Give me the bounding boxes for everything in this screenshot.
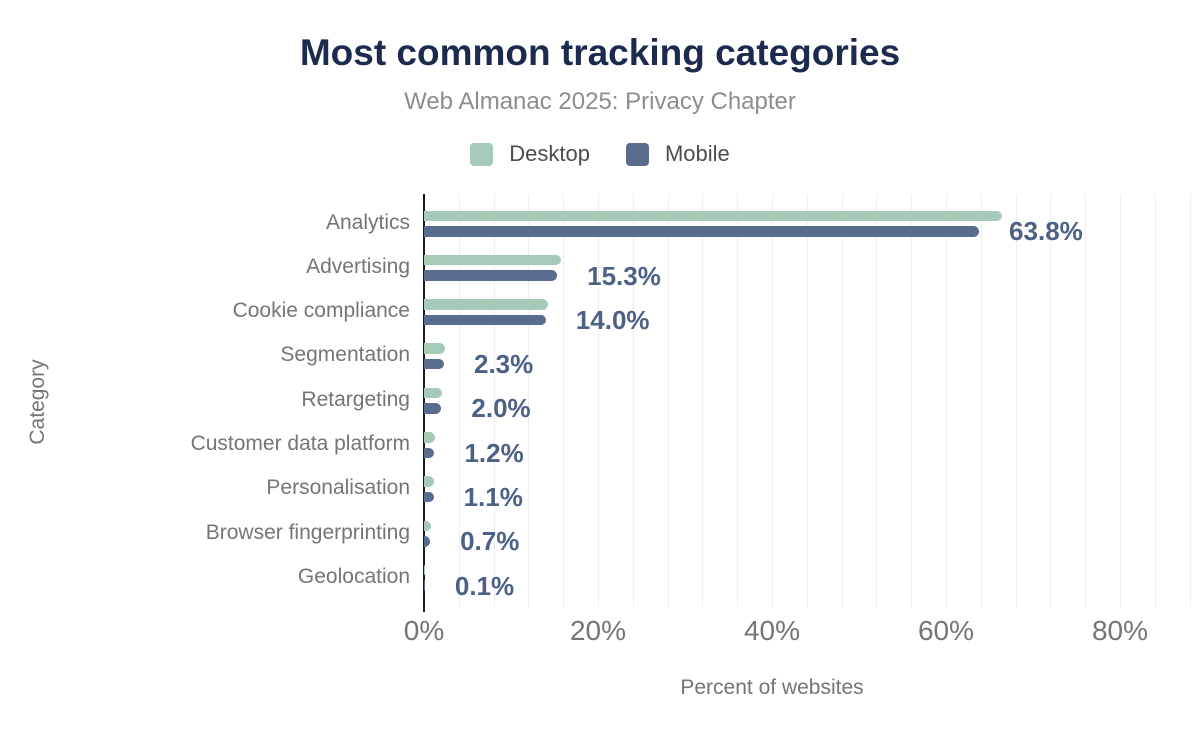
bar-mobile xyxy=(424,403,442,414)
bar-mobile xyxy=(424,226,980,237)
value-label: 1.1% xyxy=(463,482,523,513)
value-label: 1.2% xyxy=(464,437,524,468)
category-label: Geolocation xyxy=(297,564,410,588)
value-label: 63.8% xyxy=(1009,216,1083,247)
gridline xyxy=(980,194,982,607)
gridline xyxy=(1154,194,1156,607)
legend-label: Desktop xyxy=(509,141,590,166)
bar-desktop xyxy=(424,564,425,576)
bar-mobile xyxy=(424,270,558,281)
gridline xyxy=(1189,194,1191,607)
x-tick-label: 0% xyxy=(403,615,445,646)
value-label: 14.0% xyxy=(575,304,650,335)
value-label: 2.0% xyxy=(471,393,531,424)
chart-subtitle: Web Almanac 2025: Privacy Chapter xyxy=(404,88,796,115)
legend-swatch-desktop xyxy=(470,142,494,166)
category-label: Browser fingerprinting xyxy=(205,520,410,544)
bar-desktop xyxy=(424,343,445,354)
gridline xyxy=(946,194,947,607)
chart-title: Most common tracking categories xyxy=(299,32,901,73)
legend-swatch-mobile xyxy=(625,142,649,166)
gridline xyxy=(667,194,669,607)
gridline xyxy=(772,194,773,607)
y-axis-title: Category xyxy=(26,359,49,445)
legend-item-mobile: Mobile xyxy=(625,141,730,167)
gridline xyxy=(1015,194,1017,607)
bar-desktop xyxy=(424,254,562,266)
bar-mobile xyxy=(424,491,434,503)
x-axis-title: Percent of websites xyxy=(680,676,864,699)
gridline xyxy=(806,194,808,607)
gridline xyxy=(563,194,565,607)
category-label: Retargeting xyxy=(301,387,410,411)
legend-item-desktop: Desktop xyxy=(470,141,590,167)
gridline xyxy=(841,194,843,607)
bar-mobile xyxy=(424,580,425,591)
gridline xyxy=(1050,194,1052,607)
bar-mobile xyxy=(424,536,431,547)
category-label: Analytics xyxy=(325,210,410,234)
y-axis-line xyxy=(423,194,425,612)
category-label: Segmentation xyxy=(280,343,410,367)
gridline xyxy=(598,194,599,607)
value-label: 0.7% xyxy=(460,526,520,557)
bar-mobile xyxy=(424,447,435,458)
gridline xyxy=(737,194,739,607)
gridline xyxy=(632,194,634,607)
x-tick-label: 60% xyxy=(917,615,975,646)
gridline xyxy=(1120,194,1121,607)
bar-desktop xyxy=(424,432,436,443)
bar-desktop xyxy=(424,387,443,399)
value-label: 2.3% xyxy=(474,349,534,380)
gridline xyxy=(493,194,495,607)
bar-desktop xyxy=(424,476,435,487)
x-tick-label: 20% xyxy=(569,615,627,646)
x-tick-label: 40% xyxy=(743,615,801,646)
gridline xyxy=(528,194,530,607)
gridline xyxy=(458,194,460,607)
chart-legend: Desktop Mobile xyxy=(0,141,1200,167)
bar-mobile xyxy=(424,314,546,326)
bar-desktop xyxy=(424,299,549,310)
gridline xyxy=(876,194,878,607)
bar-desktop xyxy=(424,210,1002,221)
bar-mobile xyxy=(424,358,444,370)
gridline xyxy=(1085,194,1087,607)
category-label: Customer data platform xyxy=(190,432,410,455)
category-label: Advertising xyxy=(306,254,410,278)
gridline xyxy=(911,194,913,607)
bar-desktop xyxy=(424,520,431,532)
legend-label: Mobile xyxy=(664,141,730,166)
category-label: Personalisation xyxy=(266,476,410,500)
category-label: Cookie compliance xyxy=(232,299,410,323)
gridline xyxy=(702,194,704,607)
value-label: 0.1% xyxy=(454,570,515,601)
value-label: 15.3% xyxy=(587,260,661,291)
x-tick-label: 80% xyxy=(1091,615,1149,646)
